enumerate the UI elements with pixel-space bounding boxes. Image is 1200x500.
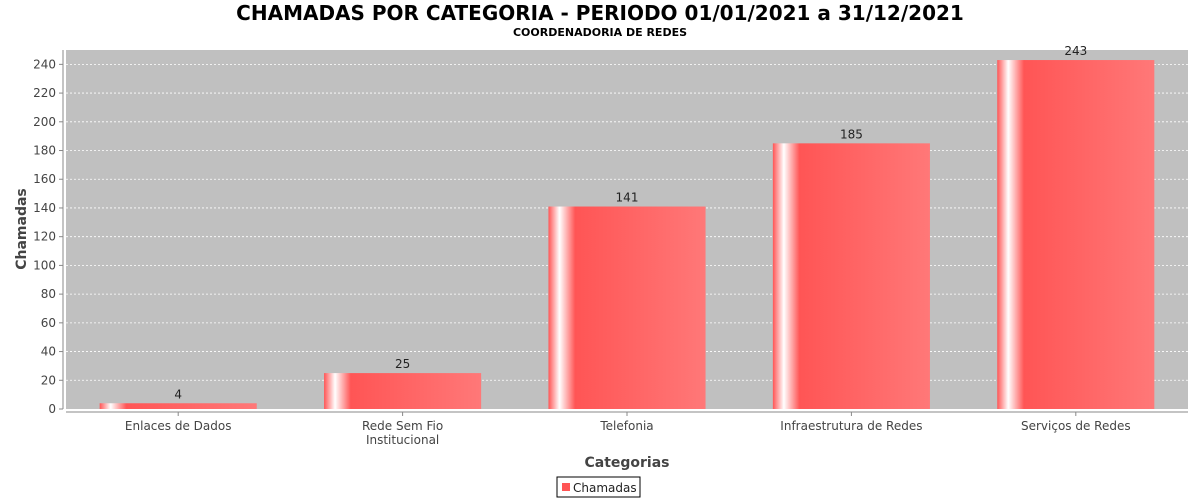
- y-axis-title: Chamadas: [14, 188, 30, 270]
- y-tick-label: 160: [33, 172, 56, 186]
- y-tick-label: 200: [33, 115, 56, 129]
- data-label: 4: [174, 387, 182, 401]
- chart-subtitle: COORDENADORIA DE REDES: [513, 26, 687, 39]
- y-axis-ticks: 0 20 40 60 80 100 120 140 160 180 200 220 240: [33, 57, 63, 416]
- y-tick-label: 60: [41, 316, 56, 330]
- data-labels: 4 25 141 185 243: [174, 44, 1087, 401]
- x-tick-label: Rede Sem Fio: [362, 419, 443, 433]
- y-tick-label: 40: [41, 345, 56, 359]
- x-axis-title: Categorias: [584, 455, 669, 471]
- legend: Chamadas: [556, 476, 641, 498]
- bar: [324, 373, 482, 409]
- bar: [99, 403, 257, 409]
- data-label: 141: [616, 191, 639, 205]
- bar: [548, 206, 706, 409]
- y-tick-label: 80: [41, 287, 56, 301]
- y-tick-label: 180: [33, 144, 56, 158]
- x-tick-label: Enlaces de Dados: [125, 419, 232, 433]
- data-label: 185: [840, 127, 863, 141]
- bar: [772, 143, 930, 409]
- x-tick-label: Serviços de Redes: [1021, 419, 1131, 433]
- y-tick-label: 140: [33, 201, 56, 215]
- data-label: 243: [1064, 44, 1087, 58]
- y-tick-label: 100: [33, 258, 56, 272]
- x-tick-label: Telefonia: [599, 419, 653, 433]
- x-axis-labels: Enlaces de Dados Rede Sem FioInstituciona…: [125, 412, 1131, 447]
- y-tick-label: 240: [33, 57, 56, 71]
- y-tick-label: 20: [41, 373, 56, 387]
- y-tick-label: 220: [33, 86, 56, 100]
- bars: [99, 60, 1155, 409]
- x-tick-label: Institucional: [366, 433, 439, 447]
- y-tick-label: 120: [33, 230, 56, 244]
- data-label: 25: [395, 357, 410, 371]
- y-tick-label: 0: [48, 402, 56, 416]
- legend-box: [556, 476, 641, 498]
- legend-swatch: [562, 483, 570, 491]
- legend-label: Chamadas: [573, 481, 637, 495]
- chart-title: CHAMADAS POR CATEGORIA - PERIODO 01/01/2…: [236, 1, 964, 25]
- bar: [997, 60, 1155, 409]
- x-tick-label: Infraestrutura de Redes: [780, 419, 922, 433]
